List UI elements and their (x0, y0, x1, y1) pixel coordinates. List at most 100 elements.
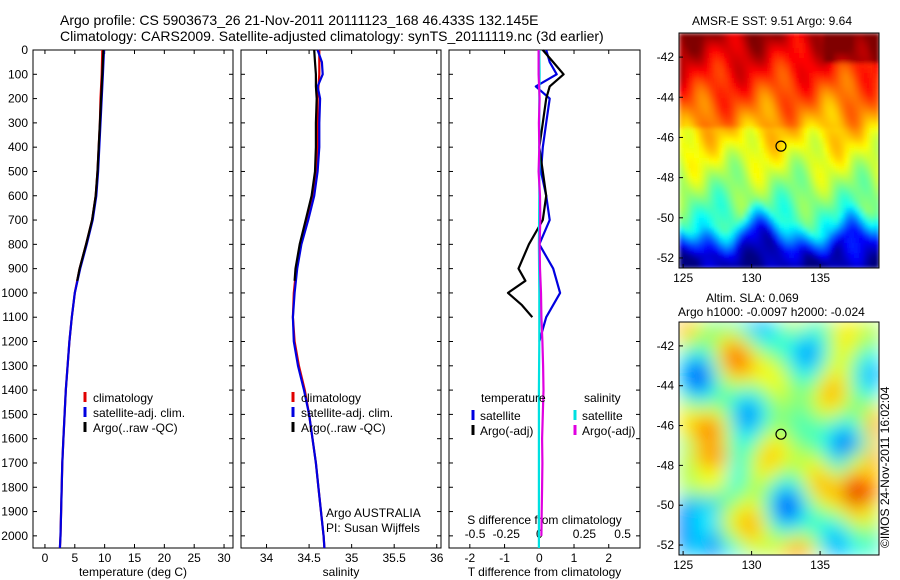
field-cell (814, 416, 820, 422)
map-title-line: Argo h1000: -0.0097 h2000: -0.024 (678, 305, 865, 319)
field-cell (839, 530, 845, 536)
field-cell (699, 540, 705, 546)
field-cell (694, 386, 700, 393)
field-cell (684, 510, 690, 517)
field-cell (724, 460, 730, 467)
field-cell (704, 495, 710, 502)
field-cell (749, 490, 755, 497)
field-cell (719, 500, 725, 507)
field-cell (689, 520, 695, 527)
field-cell (774, 470, 780, 477)
field-cell (719, 376, 725, 383)
field-cell (774, 213, 780, 219)
field-cell (724, 515, 730, 522)
field-cell (799, 450, 805, 457)
field-cell (819, 530, 825, 536)
field-cell (854, 178, 860, 184)
field-cell (809, 331, 815, 338)
field-cell (719, 218, 725, 224)
field-cell (874, 43, 879, 49)
field-cell (714, 331, 720, 338)
field-cell (829, 341, 835, 348)
field-cell (739, 103, 745, 109)
field-cell (874, 243, 879, 249)
field-cell (824, 213, 830, 219)
field-cell (799, 68, 805, 74)
field-cell (684, 223, 690, 229)
field-cell (824, 238, 830, 244)
field-cell (844, 178, 850, 184)
field-cell (874, 515, 879, 522)
field-cell (729, 416, 735, 422)
field-cell (749, 530, 755, 536)
field-cell (839, 208, 845, 214)
field-cell (819, 441, 825, 447)
field-cell (679, 450, 685, 457)
field-cell (844, 83, 850, 89)
field-cell (859, 550, 865, 555)
field-cell (679, 248, 685, 254)
field-cell (684, 386, 690, 393)
field-cell (734, 133, 740, 139)
field-cell (819, 545, 825, 551)
field-cell (779, 480, 785, 487)
field-cell (874, 416, 879, 422)
field-cell (834, 376, 840, 383)
field-cell (749, 416, 755, 422)
field-cell (769, 371, 775, 378)
field-cell (849, 450, 855, 457)
field-cell (739, 188, 745, 194)
field-cell (739, 455, 745, 462)
field-cell (684, 213, 690, 219)
field-cell (754, 128, 760, 134)
field-cell (784, 233, 790, 239)
field-cell (704, 431, 710, 437)
field-cell (829, 441, 835, 447)
field-cell (769, 43, 775, 49)
field-cell (844, 331, 850, 338)
field-cell (814, 421, 820, 427)
field-cell (764, 416, 770, 422)
field-cell (704, 341, 710, 348)
field-cell (719, 53, 725, 59)
field-cell (774, 193, 780, 199)
field-cell (859, 68, 865, 74)
field-cell (869, 53, 875, 59)
field-cell (729, 525, 735, 532)
field-cell (739, 53, 745, 59)
field-cell (809, 470, 815, 477)
field-cell (739, 416, 745, 422)
field-cell (849, 510, 855, 517)
field-cell (819, 550, 825, 555)
field-cell (724, 336, 730, 343)
field-cell (764, 173, 770, 179)
field-cell (729, 495, 735, 502)
field-cell (689, 63, 695, 69)
field-cell (689, 515, 695, 522)
field-cell (869, 550, 875, 555)
field-cell (859, 228, 865, 234)
field-cell (814, 258, 820, 264)
field-cell (719, 391, 725, 398)
field-cell (839, 361, 845, 368)
field-cell (769, 73, 775, 79)
field-cell (744, 133, 750, 139)
field-cell (764, 158, 770, 164)
field-cell (829, 143, 835, 149)
field-cell (809, 53, 815, 59)
field-cell (779, 331, 785, 338)
field-cell (814, 143, 820, 149)
field-cell (814, 346, 820, 353)
field-cell (794, 465, 800, 472)
field-cell (729, 500, 735, 507)
field-cell (679, 520, 685, 527)
field-cell (854, 381, 860, 388)
field-cell (849, 550, 855, 555)
field-cell (769, 208, 775, 214)
field-cell (749, 223, 755, 229)
field-cell (699, 178, 705, 184)
field-cell (874, 406, 879, 413)
field-cell (789, 416, 795, 422)
field-cell (839, 480, 845, 487)
field-cell (804, 58, 810, 64)
